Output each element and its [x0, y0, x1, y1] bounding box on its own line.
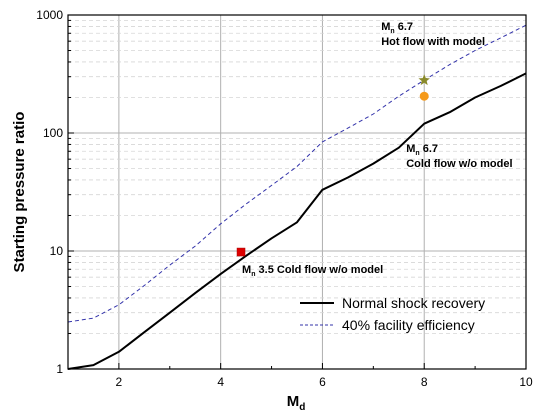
grid [68, 15, 526, 369]
x-tick-label-8: 8 [421, 375, 428, 389]
x-axis-title-sub: d [299, 402, 305, 413]
annotation-mn67-cold-line: Mn 6.7 [406, 143, 438, 157]
annotation-mn67-hot-line: Hot flow with model [381, 36, 485, 48]
x-tick-label-6: 6 [319, 375, 326, 389]
plot-frame [67, 14, 527, 370]
annotation-prefix: M [381, 21, 390, 33]
y-axis-title: Starting pressure ratio [11, 112, 28, 273]
plot-background [68, 15, 526, 369]
annotation-text: 6.7 [420, 143, 438, 155]
marker-square [236, 247, 246, 257]
annotation-subscript: n [390, 28, 394, 35]
annotation-mn67-hot-line: Mn 6.7 [381, 21, 413, 35]
marker-circle [419, 91, 429, 101]
legend-label-facility-efficiency: 40% facility efficiency [342, 317, 475, 333]
series-line-facility-efficiency [67, 24, 527, 323]
annotation-mn35: Mn 3.5 Cold flow w/o model [242, 264, 383, 278]
annotation-text: 3.5 Cold flow w/o model [255, 264, 383, 276]
annotation-subscript: n [251, 271, 255, 278]
y-tick-label-1000: 1000 [36, 8, 63, 22]
series-layer [67, 24, 527, 370]
legend-label-normal-shock: Normal shock recovery [342, 295, 485, 311]
annotation-subscript: n [415, 150, 419, 157]
y-tick-label-100: 100 [43, 126, 63, 140]
x-tick-label-2: 2 [116, 375, 123, 389]
y-tick-label-10: 10 [50, 244, 64, 258]
x-axis-title-main: M [287, 393, 300, 410]
markers-layer [236, 74, 430, 257]
x-tick-label-4: 4 [217, 375, 224, 389]
marker-star [418, 74, 430, 86]
ticks: 2 4 6 8 10 1 10 100 1000 [36, 8, 533, 389]
x-tick-label-10: 10 [519, 375, 533, 389]
annotation-mn67-cold-line: Cold flow w/o model [406, 158, 512, 170]
y-tick-label-1: 1 [56, 362, 63, 376]
annotation-mn35-line: Mn 3.5 Cold flow w/o model [242, 264, 383, 278]
annotation-prefix: M [406, 143, 415, 155]
x-axis-title: Md [287, 393, 306, 413]
annotation-prefix: M [242, 264, 251, 276]
series-line-normal-shock [67, 72, 527, 370]
legend: Normal shock recovery 40% facility effic… [300, 295, 485, 333]
annotation-text: 6.7 [395, 21, 413, 33]
